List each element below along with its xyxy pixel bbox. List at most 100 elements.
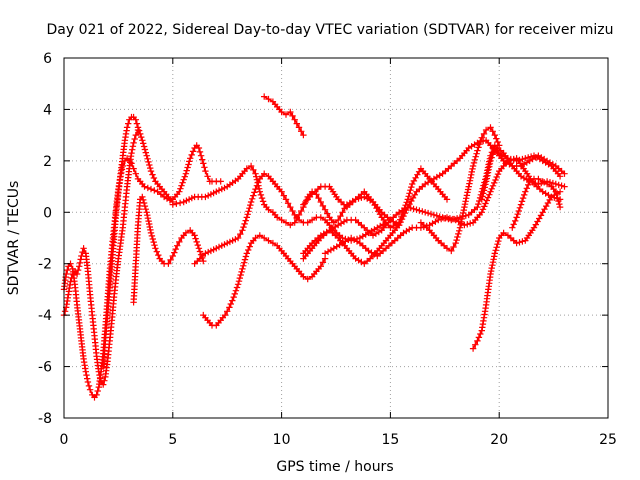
data-point [243,165,250,172]
series-trail [263,95,305,136]
data-point [304,275,311,283]
sample-mark [183,167,190,174]
sample-mark [319,259,327,266]
sample-mark [293,120,300,127]
data-point [147,185,155,193]
data-point [452,239,459,247]
sample-mark [416,207,423,214]
sample-mark [250,166,257,174]
data-point [261,170,268,177]
data-point [261,234,268,242]
sample-mark [140,199,148,207]
data-point [317,263,324,270]
sample-mark [477,137,484,145]
sample-mark [172,245,179,253]
sample-mark [253,182,261,189]
sample-mark [196,248,204,255]
data-point [300,273,307,280]
sample-mark [245,208,252,215]
x-tick-label: 5 [168,432,177,448]
sample-mark [480,190,487,197]
sample-mark [512,217,519,225]
data-point [234,281,242,288]
sample-mark [135,127,143,134]
sample-mark [462,198,469,205]
data-point [261,93,268,100]
sample-mark [149,171,156,178]
data-point [443,245,451,252]
data-point [278,216,285,224]
series-15 [478,144,564,203]
sample-mark [199,156,206,163]
sample-mark [179,179,186,186]
data-point [132,170,139,177]
sample-mark [488,185,495,192]
data-point [191,232,198,239]
data-point [252,170,259,177]
sample-mark [555,181,562,189]
sample-mark [487,267,495,275]
sample-mark [77,256,84,263]
sample-mark [189,148,197,155]
sample-mark [133,120,141,127]
sample-mark [176,238,183,246]
x-tick-label: 25 [599,432,617,448]
data-point [509,224,516,231]
x-tick-label: 20 [490,432,508,448]
sample-mark [224,308,231,315]
data-point [539,178,546,185]
data-point [247,162,255,170]
sample-mark [476,140,483,148]
sample-mark [467,220,474,227]
sample-mark [186,158,193,165]
sample-mark [149,235,156,243]
data-point [278,188,285,195]
sample-mark [192,235,199,242]
sample-mark [96,371,103,379]
sample-mark [257,191,265,199]
data-point [513,239,520,247]
sample-mark [237,271,244,279]
sample-mark [494,170,502,178]
sample-mark [518,198,526,205]
sample-mark [481,203,488,210]
sample-mark [450,243,457,251]
sample-mark [515,207,522,215]
sample-mark [140,143,148,150]
sample-mark [188,151,195,159]
sample-mark [229,297,236,304]
sample-mark [236,274,243,282]
data-point [226,304,233,311]
data-point [491,250,498,257]
sample-mark [173,200,180,207]
sample-mark [201,164,208,171]
sample-mark [482,181,489,188]
sample-mark [151,187,158,194]
data-point [287,221,294,229]
sample-mark [492,247,499,254]
data-point [165,193,172,201]
sample-mark [242,217,249,224]
sample-mark [467,174,474,181]
sample-mark [68,274,75,282]
sample-mark [84,375,91,382]
sample-mark [489,182,497,189]
data-point [174,242,181,249]
series-11 [300,165,451,231]
data-point [478,196,485,203]
data-point [504,155,512,162]
sample-mark [464,221,471,228]
sample-mark [519,194,527,202]
sample-mark [101,377,108,384]
sample-mark [227,300,234,308]
sample-mark [251,189,258,196]
sample-mark [280,192,287,199]
data-point [176,188,183,195]
sample-mark [63,301,70,308]
y-tick-labels: -8 -6 -4 -2 0 2 4 6 [38,51,52,427]
data-point [234,234,242,242]
sample-mark [240,223,247,231]
sample-mark [473,150,480,157]
data-point [169,201,176,208]
